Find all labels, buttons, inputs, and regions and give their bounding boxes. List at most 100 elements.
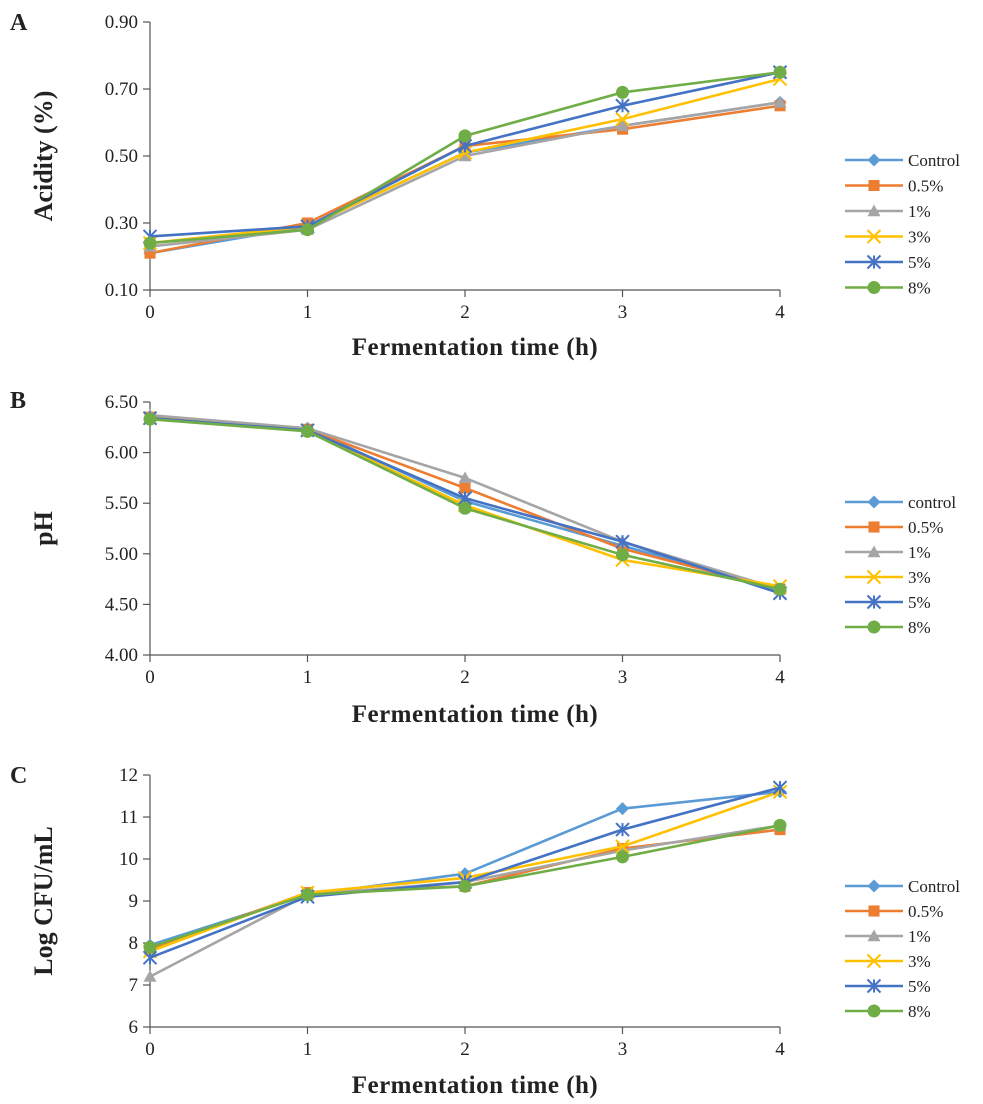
legend-item: 1% xyxy=(845,202,931,221)
legend-label: 5% xyxy=(908,977,931,996)
data-point xyxy=(773,95,787,108)
data-point xyxy=(143,970,157,982)
legend-item: control xyxy=(845,493,956,512)
data-point xyxy=(773,582,787,596)
y-tick-label: 5.00 xyxy=(105,544,138,565)
x-tick-label: 3 xyxy=(618,1039,628,1060)
legend-label: 0.5% xyxy=(908,902,943,921)
y-axis-label: Log CFU/mL xyxy=(29,826,58,976)
data-point xyxy=(616,802,629,816)
legend-swatch-marker xyxy=(867,281,881,294)
legend-swatch-marker xyxy=(866,953,882,969)
legend-swatch-marker xyxy=(866,978,882,994)
data-point xyxy=(144,247,156,259)
y-tick-label: 6.00 xyxy=(105,443,138,464)
y-axis-label: pH xyxy=(29,511,58,546)
legend-item: 1% xyxy=(845,543,931,562)
legend-swatch-marker xyxy=(867,879,881,893)
x-tick-label: 3 xyxy=(618,667,628,688)
data-point xyxy=(615,98,630,113)
y-tick-label: 8 xyxy=(129,933,139,954)
legend-label: 1% xyxy=(908,927,931,946)
y-tick-label: 0.50 xyxy=(105,146,138,167)
y-tick-label: 0.30 xyxy=(105,213,138,234)
legend-swatch-marker xyxy=(868,179,880,192)
data-point xyxy=(458,879,472,893)
y-tick-label: 9 xyxy=(129,891,139,912)
series-line xyxy=(149,101,781,248)
legend-swatch-marker xyxy=(868,521,880,533)
y-tick-label: 11 xyxy=(120,807,138,828)
data-point xyxy=(615,534,630,549)
legend-item: 8% xyxy=(845,279,931,298)
legend-swatch-marker xyxy=(867,495,881,509)
x-tick-label: 1 xyxy=(303,667,313,688)
y-tick-label: 0.90 xyxy=(105,12,138,33)
data-point xyxy=(615,839,630,854)
x-tick-label: 0 xyxy=(145,667,155,688)
x-tick-label: 0 xyxy=(145,302,155,323)
x-tick-label: 0 xyxy=(145,1039,155,1060)
panel-letter: B xyxy=(10,388,26,414)
x-tick-label: 4 xyxy=(775,302,785,323)
legend-swatch-marker xyxy=(866,229,882,244)
data-point xyxy=(143,412,157,426)
legend-label: 3% xyxy=(908,568,931,587)
legend-item: 8% xyxy=(845,1002,931,1021)
legend-swatch-marker xyxy=(867,929,881,942)
data-point xyxy=(301,424,314,438)
y-tick-label: 4.50 xyxy=(105,594,138,615)
legend-swatch-marker xyxy=(867,1004,881,1018)
legend-item: 0.5% xyxy=(845,902,943,921)
data-point xyxy=(772,780,788,795)
legend-item: 1% xyxy=(845,927,931,946)
legend-item: 5% xyxy=(845,253,931,272)
legend-label: 1% xyxy=(908,202,931,221)
series-5 xyxy=(143,818,787,954)
legend: control 0.5% 1% 3% 5% 8% xyxy=(845,493,956,637)
legend-swatch-marker xyxy=(866,594,882,610)
legend: Control 0.5% 1% 3% 5% 8% xyxy=(845,877,960,1021)
y-tick-label: 4.00 xyxy=(105,645,138,666)
legend-label: Control xyxy=(908,877,960,896)
y-tick-label: 5.50 xyxy=(105,493,138,514)
x-axis-label: Fermentation time (h) xyxy=(352,1072,599,1099)
x-tick-label: 3 xyxy=(618,302,628,323)
legend-swatch-marker xyxy=(868,905,880,917)
legend-label: 8% xyxy=(908,279,931,298)
data-point xyxy=(773,818,787,832)
x-tick-label: 2 xyxy=(460,302,470,323)
legend-label: Control xyxy=(908,151,960,170)
legend: Control 0.5% 1% 3% 5% 8% xyxy=(845,151,960,298)
x-tick-label: 1 xyxy=(303,1039,313,1060)
legend-item: 5% xyxy=(845,593,931,612)
legend-label: 0.5% xyxy=(908,177,943,196)
legend-swatch-marker xyxy=(866,254,882,270)
y-tick-label: 6 xyxy=(129,1017,139,1038)
y-axis-label: Acidity (%) xyxy=(29,91,58,222)
x-tick-label: 2 xyxy=(460,667,470,688)
data-point xyxy=(616,548,629,562)
legend-item: 3% xyxy=(845,228,931,247)
legend-label: 3% xyxy=(908,952,931,971)
data-point xyxy=(773,65,787,79)
x-tick-label: 4 xyxy=(775,667,785,688)
legend-label: control xyxy=(908,493,956,512)
series-line xyxy=(149,824,781,978)
data-point xyxy=(143,940,157,954)
data-point xyxy=(458,471,472,484)
panel-b: B 4.00 4.50 5.00 5.50 6.00 6.50 0 1 2 3 4 Fermentati… xyxy=(10,388,956,728)
y-tick-label: 0.70 xyxy=(105,79,138,100)
legend-item: 3% xyxy=(845,568,931,587)
data-point xyxy=(616,119,629,132)
data-point xyxy=(143,236,157,250)
y-tick-label: 6.50 xyxy=(105,392,138,413)
legend-swatch-marker xyxy=(867,620,881,634)
x-tick-label: 4 xyxy=(775,1039,785,1060)
data-point xyxy=(458,501,472,515)
y-tick-label: 10 xyxy=(119,849,138,870)
series-5 xyxy=(143,412,787,596)
legend-label: 5% xyxy=(908,593,931,612)
data-point xyxy=(615,111,630,127)
